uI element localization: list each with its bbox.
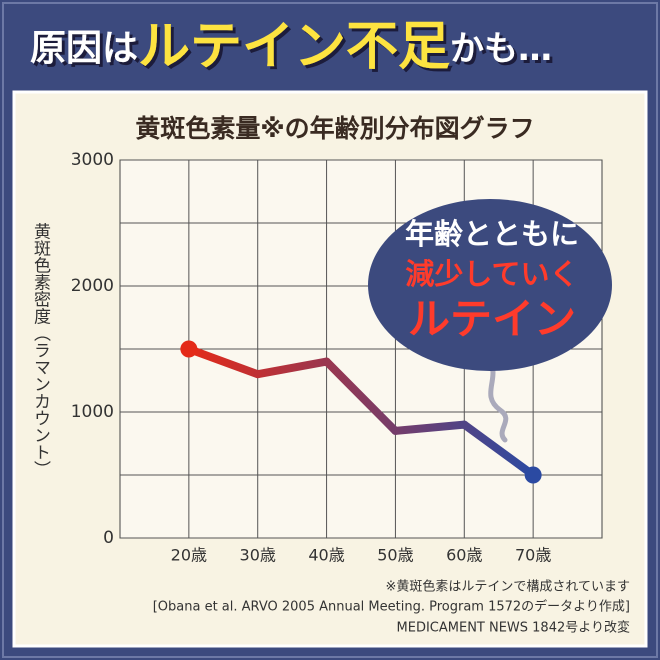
x-tick-label: 50歳 xyxy=(377,546,413,565)
headline-part: 原因は xyxy=(30,28,138,69)
point xyxy=(180,340,198,358)
chart-title: 黄斑色素量※の年齢別分布図グラフ xyxy=(135,114,534,143)
headline: 原因はルテイン不足かも… xyxy=(30,17,552,77)
note: [Obana et al. ARVO 2005 Annual Meeting. … xyxy=(153,599,630,615)
point xyxy=(322,357,331,366)
headline-part: ルテイン不足 xyxy=(138,17,450,77)
point xyxy=(253,370,262,379)
x-tick-label: 70歳 xyxy=(515,546,551,565)
x-tick-label: 20歳 xyxy=(171,546,207,565)
annotation-line: 年齢とともに xyxy=(405,217,579,251)
point xyxy=(460,420,469,429)
bubble xyxy=(368,199,612,443)
y-tick-label: 1000 xyxy=(71,402,114,422)
point xyxy=(524,466,542,484)
y-tick-label: 0 xyxy=(103,528,114,548)
y-tick-label: 3000 xyxy=(71,150,114,170)
x-tick-label: 30歳 xyxy=(240,546,276,565)
note: ※黄斑色素はルテインで構成されています xyxy=(385,579,630,595)
annotation-line: ルテイン xyxy=(408,295,576,344)
y-tick-label: 2000 xyxy=(71,276,114,296)
headline-part: かも… xyxy=(450,29,552,69)
point xyxy=(391,426,400,435)
y-axis-label: 黄斑色素密度（ラマンカウント） xyxy=(30,222,51,477)
bubble-shape xyxy=(368,199,612,371)
note: MEDICAMENT NEWS 1842号より改変 xyxy=(397,620,630,636)
x-tick-label: 40歳 xyxy=(308,546,344,565)
bubble-tail xyxy=(487,357,509,443)
line xyxy=(187,345,536,479)
x-tick-label: 60歳 xyxy=(446,546,482,565)
annotation-line: 減少していく xyxy=(405,257,578,291)
